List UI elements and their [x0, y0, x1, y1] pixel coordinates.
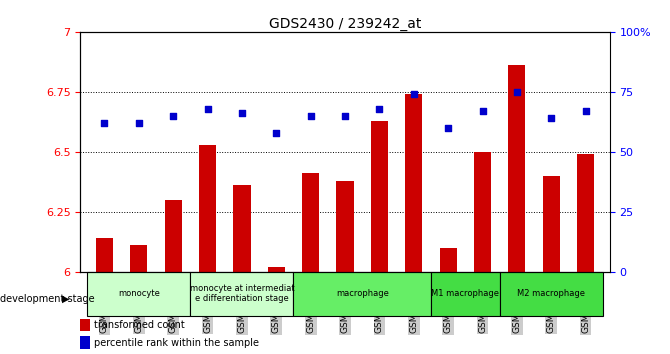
Text: development stage: development stage: [0, 294, 94, 304]
Text: M2 macrophage: M2 macrophage: [517, 289, 586, 298]
Bar: [96, 238, 113, 272]
Point: [580, 108, 591, 114]
Bar: [474, 152, 491, 272]
Title: GDS2430 / 239242_at: GDS2430 / 239242_at: [269, 17, 421, 31]
Text: transformed count: transformed count: [94, 320, 184, 330]
Bar: [509, 65, 525, 272]
Bar: [80, 319, 90, 331]
Bar: [130, 245, 147, 272]
Bar: [431, 272, 500, 315]
Point: [511, 89, 522, 95]
Bar: [293, 272, 431, 315]
Bar: [268, 267, 285, 272]
Bar: [577, 154, 594, 272]
Point: [477, 108, 488, 114]
Bar: [500, 272, 603, 315]
Bar: [87, 272, 190, 315]
Bar: [371, 121, 388, 272]
Point: [546, 115, 557, 121]
Point: [443, 125, 454, 131]
Text: monocyte at intermediat
e differentiation stage: monocyte at intermediat e differentiatio…: [190, 284, 294, 303]
Text: percentile rank within the sample: percentile rank within the sample: [94, 338, 259, 348]
Point: [374, 106, 385, 112]
Bar: [543, 176, 560, 272]
Point: [340, 113, 350, 119]
Point: [168, 113, 179, 119]
Point: [237, 111, 247, 116]
Text: ▶: ▶: [62, 294, 70, 304]
Bar: [165, 200, 182, 272]
Text: M1 macrophage: M1 macrophage: [431, 289, 499, 298]
Point: [133, 120, 144, 126]
Point: [306, 113, 316, 119]
Point: [99, 120, 110, 126]
Bar: [199, 145, 216, 272]
Bar: [405, 94, 422, 272]
Bar: [440, 248, 457, 272]
Text: monocyte: monocyte: [118, 289, 159, 298]
Bar: [80, 337, 90, 349]
Point: [271, 130, 281, 136]
Bar: [190, 272, 293, 315]
Point: [409, 91, 419, 97]
Bar: [336, 181, 354, 272]
Point: [202, 106, 213, 112]
Text: macrophage: macrophage: [336, 289, 389, 298]
Bar: [302, 173, 320, 272]
Bar: [233, 185, 251, 272]
